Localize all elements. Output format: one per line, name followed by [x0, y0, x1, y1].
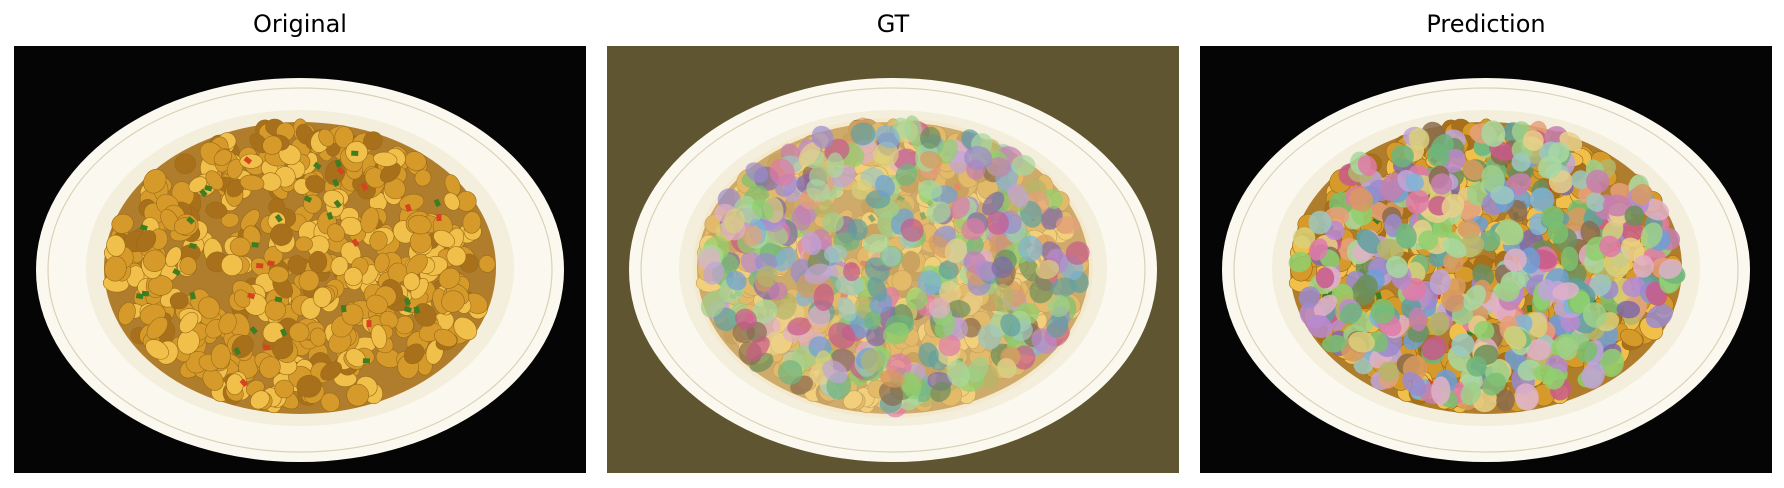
plate-edge: [1233, 87, 1739, 453]
panel-original: Original: [14, 0, 586, 488]
plate-edge: [47, 87, 553, 453]
food-heap: [102, 118, 496, 414]
gt-mask-image: [607, 46, 1179, 473]
panel-gt: GT: [607, 0, 1179, 488]
prediction-mask-image: [1200, 46, 1772, 473]
panel-title-prediction: Prediction: [1426, 10, 1546, 38]
panel-title-gt: GT: [876, 10, 910, 38]
panel-prediction: Prediction: [1200, 0, 1772, 488]
panel-title-original: Original: [253, 10, 347, 38]
plate-edge: [640, 87, 1146, 453]
segmentation-masks: [697, 115, 1090, 418]
segmentation-masks: [1288, 120, 1686, 413]
original-image: [14, 46, 586, 473]
